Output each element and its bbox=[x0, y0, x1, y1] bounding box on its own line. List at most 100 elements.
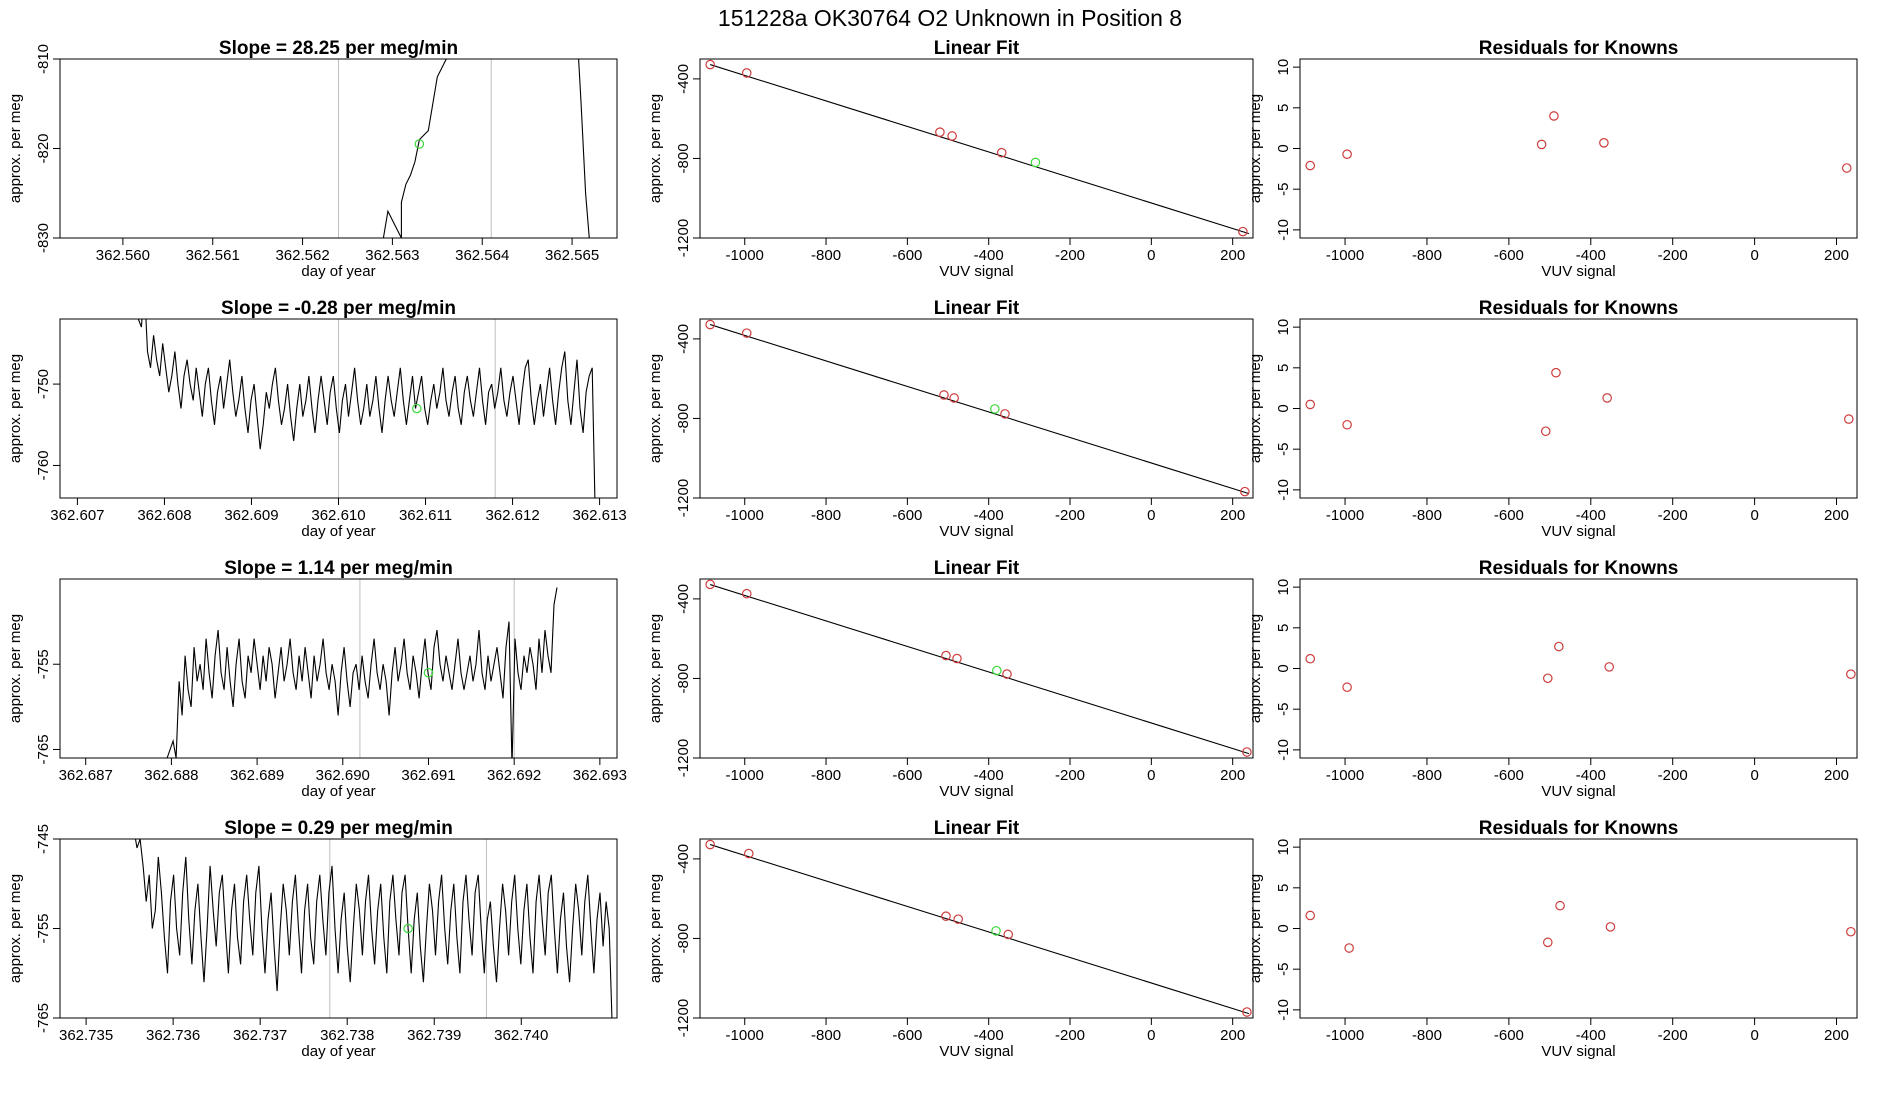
residual-point bbox=[1844, 414, 1854, 424]
x-tick-label: 0 bbox=[1147, 1027, 1155, 1044]
plot-area bbox=[705, 579, 1252, 757]
panel-r4c2: Linear Fit -1000 -800 -600 -400 -200 0 200 VUV s… bbox=[647, 818, 1254, 1060]
x-tick-label: -1000 bbox=[1326, 1027, 1364, 1044]
y-tick-label: 0 bbox=[1275, 404, 1292, 412]
residual-point bbox=[1555, 900, 1565, 911]
y-axis-label: approx. per meg bbox=[7, 94, 24, 203]
x-tick-label: -800 bbox=[1412, 767, 1442, 784]
x-tick-label: -400 bbox=[1576, 767, 1606, 784]
plot-frame bbox=[1299, 838, 1858, 1019]
y-tick-label: -800 bbox=[675, 143, 692, 173]
x-axis-label: VUV signal bbox=[939, 263, 1013, 280]
x-tick-label: 362.691 bbox=[401, 767, 455, 784]
unknown-point bbox=[423, 667, 434, 678]
y-tick-label: 5 bbox=[1275, 884, 1292, 892]
panel-title: Residuals for Knowns bbox=[1479, 818, 1679, 839]
y-tick-label: 5 bbox=[1275, 624, 1292, 632]
y-tick-label: -1200 bbox=[675, 999, 692, 1037]
y-tick-label: -10 bbox=[1275, 739, 1292, 761]
y-axis-label: approx. per meg bbox=[1247, 354, 1264, 463]
trace-line bbox=[166, 587, 558, 758]
x-tick-label: -600 bbox=[1494, 1027, 1524, 1044]
y-axis-label: approx. per meg bbox=[647, 874, 664, 983]
unknown-point bbox=[991, 926, 1001, 936]
x-tick-label: 200 bbox=[1824, 767, 1849, 784]
x-axis-label: day of year bbox=[301, 1043, 375, 1060]
x-axis-label: VUV signal bbox=[1541, 1043, 1615, 1060]
x-tick-label: 362.612 bbox=[485, 507, 539, 524]
x-tick-label: -600 bbox=[1494, 767, 1524, 784]
unknown-point bbox=[989, 404, 1000, 414]
x-axis-label: VUV signal bbox=[939, 783, 1013, 800]
x-tick-label: -400 bbox=[974, 767, 1004, 784]
x-tick-label: -800 bbox=[811, 1027, 841, 1044]
plot-area bbox=[705, 839, 1252, 1017]
y-tick-label: -5 bbox=[1275, 703, 1292, 716]
y-tick-label: -765 bbox=[35, 734, 52, 764]
plot-area bbox=[1305, 367, 1854, 437]
x-tick-label: 362.607 bbox=[50, 507, 104, 524]
residual-point bbox=[1846, 669, 1856, 679]
plot-frame bbox=[699, 838, 1254, 1019]
plot-frame bbox=[1299, 578, 1858, 759]
y-tick-label: -1200 bbox=[675, 479, 692, 517]
y-tick-label: -800 bbox=[675, 403, 692, 433]
y-tick-label: -745 bbox=[35, 824, 52, 854]
y-axis-label: approx. per meg bbox=[7, 874, 24, 983]
residual-point bbox=[1542, 937, 1553, 948]
plot-frame bbox=[59, 318, 618, 499]
y-tick-label: 0 bbox=[1275, 924, 1292, 932]
panel-title: Residuals for Knowns bbox=[1479, 38, 1679, 59]
x-tick-label: -600 bbox=[892, 1027, 922, 1044]
x-tick-label: -1000 bbox=[726, 507, 764, 524]
y-tick-label: -5 bbox=[1275, 443, 1292, 456]
panel-grid: Slope = 28.25 per meg/min 362.560 362.561 3… bbox=[7, 38, 1858, 1060]
residual-point bbox=[1846, 926, 1856, 937]
x-tick-label: 362.740 bbox=[494, 1027, 548, 1044]
unknown-point bbox=[992, 665, 1002, 676]
y-tick-label: -400 bbox=[675, 844, 692, 874]
y-tick-label: -755 bbox=[35, 649, 52, 679]
y-tick-label: -750 bbox=[35, 369, 52, 399]
unknown-point bbox=[403, 923, 413, 934]
known-point bbox=[996, 147, 1007, 158]
x-tick-label: -800 bbox=[811, 247, 841, 264]
y-tick-label: 5 bbox=[1275, 364, 1292, 372]
panel-r4c3: Residuals for Knowns-1000 -800 -600 -400 -20… bbox=[1247, 818, 1858, 1060]
x-tick-label: 0 bbox=[1750, 767, 1758, 784]
plot-frame bbox=[1299, 318, 1858, 499]
x-tick-label: -400 bbox=[1576, 247, 1606, 264]
x-tick-label: -600 bbox=[892, 767, 922, 784]
known-point bbox=[1242, 747, 1252, 757]
x-tick-label: 0 bbox=[1147, 247, 1155, 264]
x-tick-label: -1000 bbox=[1326, 507, 1364, 524]
x-tick-label: 362.562 bbox=[275, 247, 329, 264]
panel-title: Linear Fit bbox=[934, 298, 1020, 319]
x-axis-label: VUV signal bbox=[1541, 263, 1615, 280]
y-tick-label: -830 bbox=[35, 223, 52, 253]
y-tick-label: -820 bbox=[35, 133, 52, 163]
residual-point bbox=[1602, 393, 1612, 403]
x-tick-label: 362.739 bbox=[407, 1027, 461, 1044]
residual-point bbox=[1554, 641, 1564, 652]
x-tick-label: -200 bbox=[1658, 507, 1688, 524]
residual-point bbox=[1542, 673, 1553, 684]
x-tick-label: -400 bbox=[1576, 507, 1606, 524]
y-tick-label: -765 bbox=[35, 1003, 52, 1033]
y-axis-label: approx. per meg bbox=[7, 614, 24, 723]
panel-title: Linear Fit bbox=[934, 818, 1020, 839]
fit-line bbox=[710, 584, 1250, 755]
x-tick-label: -800 bbox=[1412, 247, 1442, 264]
y-tick-label: -810 bbox=[35, 44, 52, 74]
x-tick-label: 200 bbox=[1824, 247, 1849, 264]
known-point bbox=[952, 653, 962, 664]
y-axis-label: approx. per meg bbox=[647, 614, 664, 723]
known-point bbox=[741, 588, 752, 599]
plot-frame bbox=[699, 318, 1254, 499]
y-tick-label: -760 bbox=[35, 450, 52, 480]
x-tick-label: 200 bbox=[1824, 1027, 1849, 1044]
x-tick-label: 362.689 bbox=[230, 767, 284, 784]
x-tick-label: -400 bbox=[974, 1027, 1004, 1044]
known-point bbox=[705, 319, 715, 330]
x-tick-label: -1000 bbox=[726, 247, 764, 264]
